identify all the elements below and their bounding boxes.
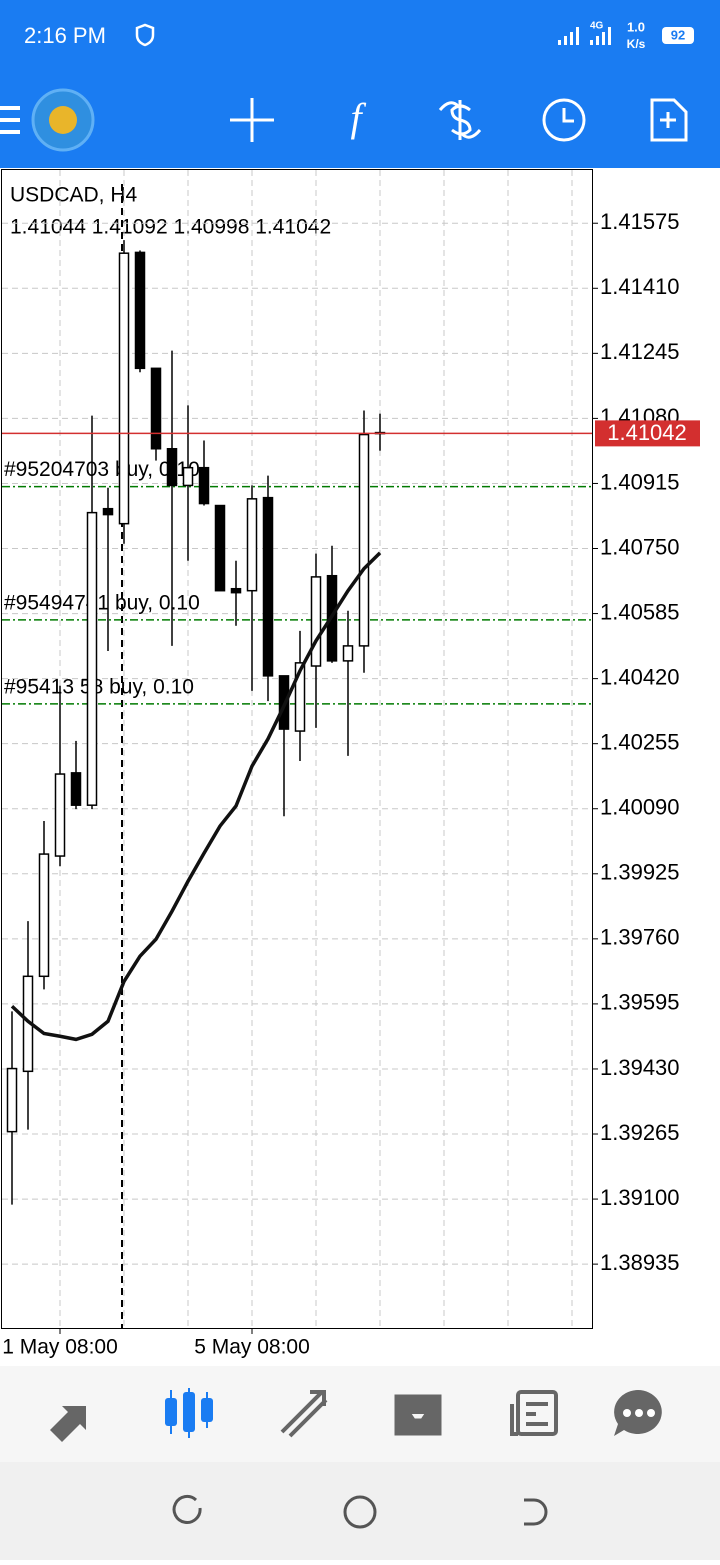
templates-button[interactable] xyxy=(650,98,688,142)
y-tick-label: 1.38935 xyxy=(600,1250,680,1275)
app-logo-core xyxy=(49,106,77,134)
candle-body xyxy=(342,645,354,662)
y-tick-label: 1.40420 xyxy=(600,664,680,689)
candle-body xyxy=(118,252,130,525)
candle-body xyxy=(6,1067,18,1133)
shield-icon xyxy=(135,23,155,47)
candle-body xyxy=(310,576,322,667)
y-tick-label: 1.40915 xyxy=(600,469,680,494)
order-label: #95204703 buy, 0.10 xyxy=(4,458,200,481)
battery-icon xyxy=(662,27,694,44)
candle-body xyxy=(54,773,66,857)
system-buttons[interactable] xyxy=(172,1495,548,1529)
header xyxy=(0,0,720,168)
y-tick-label: 1.40255 xyxy=(600,729,680,754)
signal-icon xyxy=(558,27,611,45)
speed-unit: K/s xyxy=(627,37,646,51)
candle-body xyxy=(198,466,210,505)
chat-tab[interactable] xyxy=(614,1390,662,1436)
periods-button[interactable] xyxy=(542,98,586,142)
chart-tab[interactable] xyxy=(165,1388,213,1438)
y-tick-label: 1.39265 xyxy=(600,1120,680,1145)
y-tick-label: 1.40090 xyxy=(600,795,680,820)
clock: 2:16 PM xyxy=(24,23,106,48)
y-tick-label: 1.40750 xyxy=(600,534,680,559)
candle-body xyxy=(150,367,162,450)
candle-body xyxy=(134,251,146,370)
menu-button[interactable] xyxy=(0,106,20,134)
candle-body xyxy=(230,587,242,594)
trade-tab[interactable] xyxy=(280,1390,328,1438)
y-tick-label: 1.39100 xyxy=(600,1185,680,1210)
system-nav xyxy=(0,1462,720,1560)
moving-average xyxy=(10,551,382,1042)
candle-body xyxy=(102,507,114,516)
trade-button[interactable] xyxy=(438,100,482,140)
candle-body xyxy=(246,498,258,592)
y-tick-label: 1.41245 xyxy=(600,339,680,364)
history-tab[interactable] xyxy=(394,1394,442,1436)
y-tick-label: 1.39925 xyxy=(600,860,680,885)
y-tick-label: 1.41410 xyxy=(600,274,680,299)
candle-body xyxy=(70,772,82,806)
candle-body xyxy=(294,662,306,732)
candle-body xyxy=(182,466,194,487)
chart-title: USDCAD, H4 xyxy=(10,184,138,207)
quotes-tab[interactable] xyxy=(50,1406,86,1442)
candle-body xyxy=(86,511,98,806)
candle-body xyxy=(262,496,274,677)
bid-label: 1.41042 xyxy=(607,420,687,445)
y-tick-label: 1.39760 xyxy=(600,925,680,950)
order-label: #95413 58 buy, 0.10 xyxy=(4,675,194,698)
y-tick-label: 1.41575 xyxy=(600,209,680,234)
candle-body xyxy=(166,448,178,487)
order-label: #95494741 buy, 0.10 xyxy=(4,591,200,614)
candle-body xyxy=(214,504,226,592)
speed: 1.0 xyxy=(627,19,645,34)
network-type: 4G xyxy=(590,21,604,32)
chart-frame xyxy=(1,169,593,1329)
x-tick-label: 5 May 08:00 xyxy=(194,1336,310,1359)
candle-body xyxy=(358,433,370,647)
y-tick-label: 1.40585 xyxy=(600,599,680,624)
news-tab[interactable] xyxy=(510,1390,558,1436)
candle-body xyxy=(38,853,50,978)
ohlc-label: 1.41044 1.41092 1.40998 1.41042 xyxy=(10,216,331,239)
x-tick-label: 1 May 08:00 xyxy=(2,1336,118,1359)
y-tick-label: 1.39430 xyxy=(600,1055,680,1080)
y-tick-label: 1.39595 xyxy=(600,990,680,1015)
bid-box xyxy=(595,420,700,447)
battery-level: 92 xyxy=(671,27,685,42)
bottom-nav xyxy=(0,1366,720,1462)
crosshair-button[interactable] xyxy=(230,98,274,142)
